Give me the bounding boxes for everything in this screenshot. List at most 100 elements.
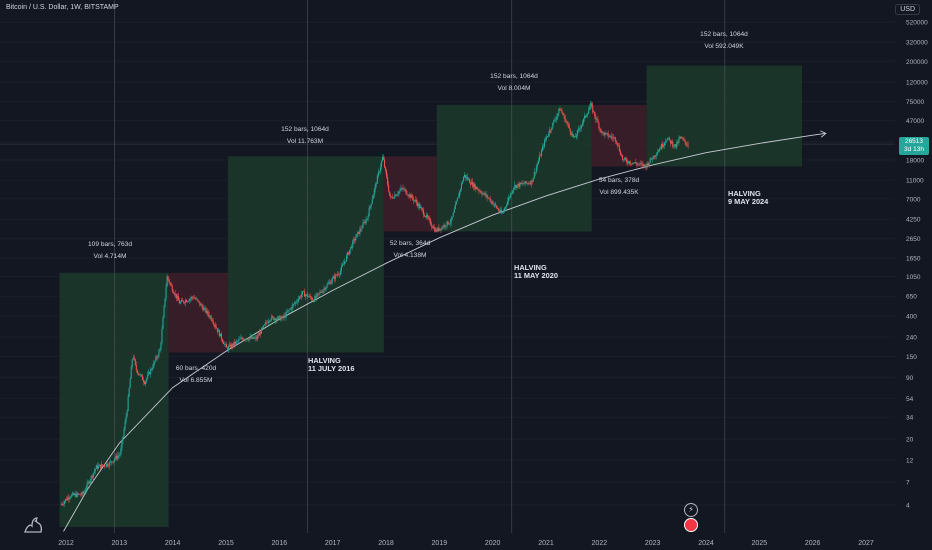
- candle: [62, 500, 65, 507]
- candle-body: [490, 201, 492, 202]
- candle: [155, 354, 157, 363]
- candle: [471, 178, 473, 185]
- candle: [530, 179, 532, 188]
- candle: [566, 120, 568, 127]
- candle: [352, 239, 354, 251]
- currency-button[interactable]: USD: [895, 4, 920, 15]
- candle: [308, 295, 310, 298]
- candle: [284, 312, 286, 319]
- candle-body: [212, 321, 214, 325]
- candle-body: [453, 209, 455, 213]
- candle: [482, 191, 484, 196]
- candle: [78, 493, 80, 496]
- candle: [298, 295, 300, 301]
- candle: [382, 154, 385, 161]
- y-tick-label: 120000: [906, 80, 928, 87]
- candle-body: [118, 455, 120, 456]
- candle-body: [223, 343, 226, 345]
- candle-body: [536, 163, 538, 168]
- candle: [468, 177, 470, 181]
- candle-body: [602, 131, 604, 133]
- candle-body: [268, 321, 270, 323]
- candle-body: [219, 333, 221, 337]
- candle: [214, 322, 216, 330]
- candle: [445, 225, 447, 231]
- candle: [131, 358, 133, 370]
- candle-body: [178, 300, 180, 304]
- candle: [654, 154, 656, 160]
- candle: [475, 184, 477, 193]
- candle-body: [432, 226, 434, 229]
- candle: [415, 197, 417, 206]
- candle-body: [265, 322, 267, 325]
- candle: [116, 452, 118, 462]
- candle-body: [459, 189, 461, 192]
- candle-body: [674, 144, 676, 147]
- candle-body: [325, 287, 327, 290]
- candle-body: [465, 174, 467, 178]
- candle-body: [438, 227, 440, 231]
- x-tick-label: 2025: [752, 540, 768, 547]
- candle-body: [255, 337, 257, 339]
- candle-body: [206, 311, 208, 313]
- candle-body: [161, 328, 163, 343]
- candle: [273, 316, 275, 321]
- candle-body: [416, 202, 418, 207]
- x-tick-label: 2021: [538, 540, 554, 547]
- candle: [548, 130, 550, 138]
- candle-body: [619, 151, 621, 156]
- candle-body: [441, 226, 443, 230]
- candle-body: [503, 208, 506, 211]
- candle-body: [283, 315, 285, 318]
- candle-body: [362, 222, 364, 228]
- tradingview-logo-icon[interactable]: [22, 512, 46, 536]
- candle: [201, 302, 203, 309]
- bar-countdown-label: 3d 13h: [904, 146, 924, 153]
- candle: [250, 334, 252, 340]
- candle: [231, 342, 233, 350]
- candle: [472, 178, 474, 189]
- candle-body: [495, 205, 497, 208]
- x-tick-label: 2023: [645, 540, 661, 547]
- candle: [105, 465, 107, 467]
- candle-body: [162, 317, 164, 329]
- candle-body: [326, 284, 328, 288]
- candle: [529, 180, 531, 186]
- candle: [602, 131, 604, 135]
- candle-body: [665, 141, 667, 143]
- candle: [335, 273, 337, 277]
- candle: [316, 292, 318, 302]
- candle: [187, 300, 189, 304]
- candle: [307, 291, 309, 300]
- candle-body: [232, 344, 234, 346]
- event-flag-icon[interactable]: [684, 518, 698, 532]
- candle: [465, 174, 467, 181]
- candle-body: [311, 297, 313, 300]
- candle-body: [147, 374, 149, 379]
- lightning-icon[interactable]: ⚡: [684, 503, 698, 517]
- candle-body: [210, 316, 212, 320]
- candle-body: [559, 108, 561, 111]
- candle: [546, 133, 548, 142]
- candle: [84, 487, 86, 493]
- candle-body: [402, 188, 404, 190]
- candle-body: [545, 139, 547, 141]
- candle: [128, 387, 130, 398]
- candle-body: [207, 311, 209, 315]
- candle: [380, 160, 383, 170]
- candle: [603, 132, 605, 137]
- candle: [386, 169, 388, 180]
- candle-body: [429, 218, 431, 220]
- candle-body: [662, 145, 665, 147]
- y-tick-label: 7000: [906, 196, 921, 203]
- candle: [267, 319, 269, 324]
- candle: [653, 155, 655, 160]
- candle: [618, 143, 620, 152]
- candle: [93, 467, 95, 476]
- y-tick-label: 520000: [906, 20, 928, 27]
- x-tick-label: 2015: [218, 540, 234, 547]
- candle-body: [497, 208, 499, 211]
- candle-body: [96, 465, 98, 469]
